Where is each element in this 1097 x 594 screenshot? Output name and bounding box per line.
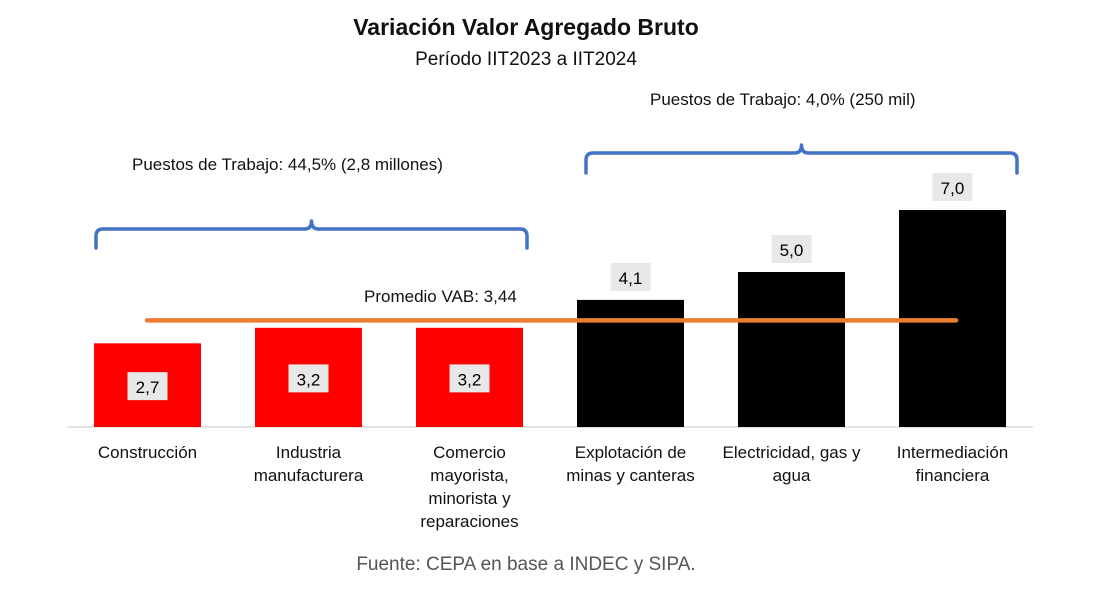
bar-5 xyxy=(738,272,845,427)
data-label-5: 5,0 xyxy=(780,241,804,260)
group-bracket-right xyxy=(584,143,1019,175)
category-label-4: Explotación de minas y canteras xyxy=(566,443,695,485)
data-label-4: 4,1 xyxy=(619,269,643,288)
data-label-6: 7,0 xyxy=(941,179,965,198)
category-label-3: Comercio mayorista, minorista y reparacione… xyxy=(420,443,518,531)
data-label-1: 2,7 xyxy=(136,378,160,397)
data-label-bg-6 xyxy=(932,173,973,201)
group-bracket-left xyxy=(94,219,529,250)
data-label-bg-3 xyxy=(449,364,490,393)
group-label-right: Puestos de Trabajo: 4,0% (250 mil) xyxy=(650,90,916,109)
category-label-6: Intermediación financiera xyxy=(897,443,1009,485)
source-note: Fuente: CEPA en base a INDEC y SIPA. xyxy=(356,554,696,575)
category-label-5: Electricidad, gas y agua xyxy=(723,443,861,485)
average-line-label: Promedio VAB: 3,44 xyxy=(364,287,517,306)
chart-subtitle: Período IIT2023 a IIT2024 xyxy=(415,49,637,70)
data-label-bg-1 xyxy=(127,372,168,401)
chart-title: Variación Valor Agregado Bruto xyxy=(353,14,699,40)
category-label-2: Industria manufacturera xyxy=(254,443,364,485)
category-label-1: Construcción xyxy=(98,443,197,462)
data-label-3: 3,2 xyxy=(458,370,482,389)
data-label-2: 3,2 xyxy=(297,370,321,389)
data-label-bg-5 xyxy=(771,235,812,263)
group-label-left: Puestos de Trabajo: 44,5% (2,8 millones) xyxy=(132,155,443,174)
data-label-bg-2 xyxy=(288,364,329,393)
data-label-bg-4 xyxy=(610,262,651,291)
